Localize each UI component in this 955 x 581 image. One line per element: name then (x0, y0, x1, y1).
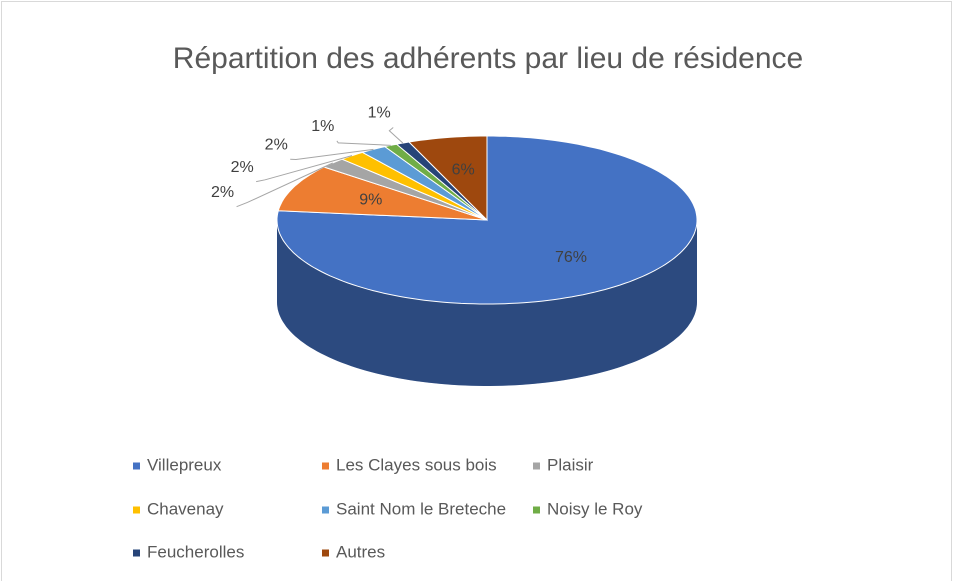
legend-swatch (322, 549, 329, 557)
legend-label: Les Clayes sous bois (336, 455, 497, 474)
legend-swatch (133, 506, 140, 514)
data-label: 2% (211, 184, 234, 201)
legend-swatch (533, 462, 540, 470)
data-label: 76% (555, 249, 587, 266)
data-label: 6% (452, 162, 475, 179)
leader-line (236, 162, 333, 208)
data-label: 2% (265, 136, 288, 153)
data-label: 1% (368, 105, 391, 122)
legend-swatch (533, 506, 540, 514)
legend-label: Chavenay (147, 499, 224, 518)
pie-slice (277, 166, 488, 221)
legend-label: Villepreux (147, 455, 222, 474)
leader-line (336, 140, 391, 146)
legend-label: Plaisir (547, 455, 594, 474)
chart-title: Répartition des adhérents par lieu de ré… (173, 42, 803, 75)
pie-side (277, 220, 697, 386)
data-label: 1% (311, 118, 334, 135)
pie-slice (340, 151, 488, 221)
legend-label: Feucherolles (147, 542, 244, 561)
legend-swatch (133, 462, 140, 470)
legend-swatch (133, 549, 140, 557)
legend-swatch (322, 506, 329, 514)
legend-label: Noisy le Roy (547, 499, 643, 518)
legend-label: Saint Nom le Breteche (336, 499, 506, 518)
leader-line (290, 148, 374, 161)
pie-slice (407, 135, 488, 222)
data-label: 2% (231, 159, 254, 176)
leader-line (256, 155, 353, 183)
data-label: 9% (359, 192, 382, 209)
legend-label: Autres (336, 542, 385, 561)
legend-swatch (322, 462, 329, 470)
leader-line (388, 127, 404, 144)
pie-side-shade (277, 220, 697, 386)
